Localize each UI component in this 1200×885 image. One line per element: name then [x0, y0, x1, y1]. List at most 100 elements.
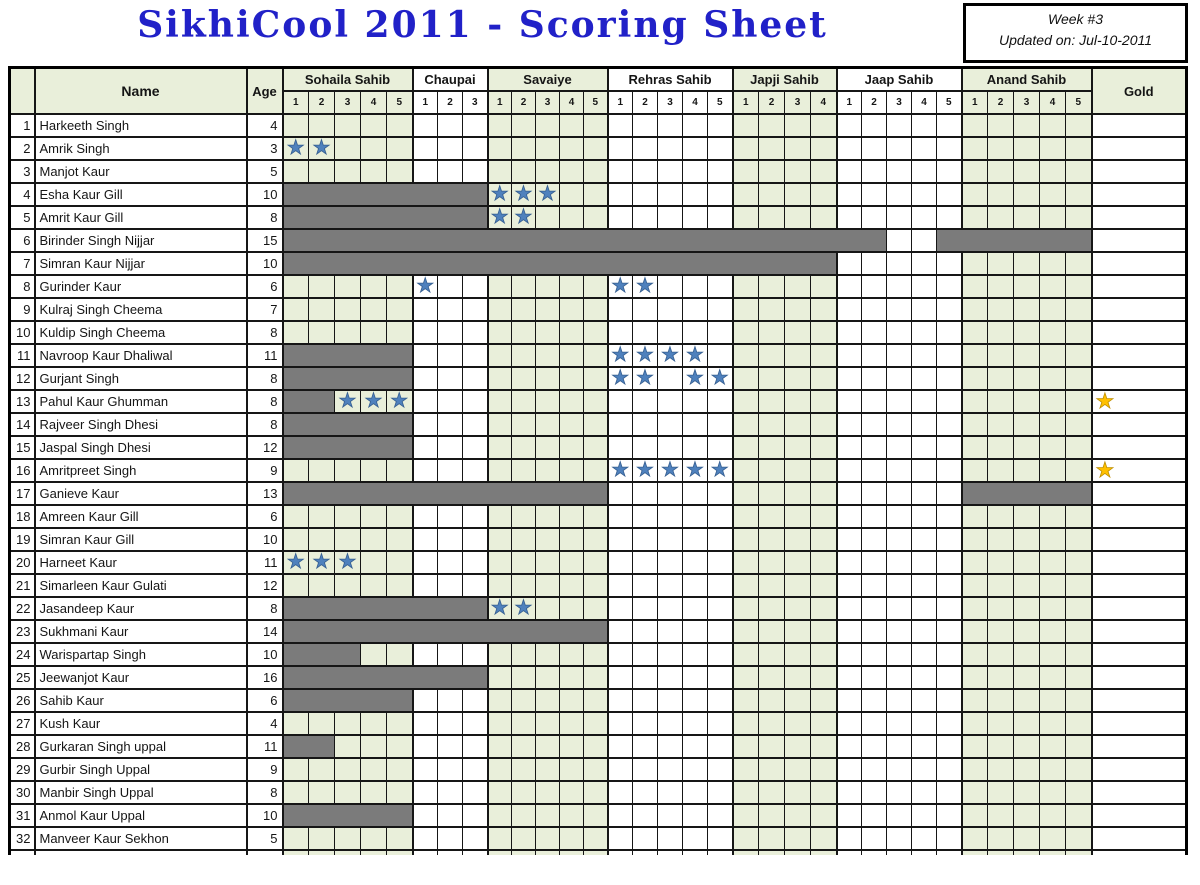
score-cell — [281, 734, 309, 759]
score-cell — [861, 573, 887, 598]
score-cell — [987, 780, 1014, 805]
score-cell — [936, 205, 962, 230]
score-cell — [731, 458, 759, 483]
age-cell: 10 — [245, 642, 283, 667]
score-cell — [632, 688, 658, 713]
score-cell — [758, 366, 785, 391]
score-cell — [657, 780, 683, 805]
score-cell — [511, 734, 536, 759]
row-number-cell: 25 — [9, 665, 35, 690]
score-cell — [707, 159, 733, 184]
score-cell — [758, 435, 785, 460]
score-cell — [486, 780, 512, 805]
score-cell — [486, 642, 512, 667]
score-cell — [810, 849, 837, 855]
score-cell — [486, 435, 512, 460]
score-cell — [886, 159, 912, 184]
score-cell — [559, 205, 584, 230]
score-cell — [583, 182, 608, 207]
score-cell — [1065, 803, 1092, 828]
score-cell — [559, 343, 584, 368]
score-cell — [308, 182, 335, 207]
score-cell — [861, 251, 887, 276]
score-cell — [559, 573, 584, 598]
score-cell — [606, 297, 633, 322]
score-cell — [583, 274, 608, 299]
row-number-cell: 14 — [9, 412, 35, 437]
score-cell — [1013, 619, 1040, 644]
score-cell — [486, 343, 512, 368]
score-cell — [281, 297, 309, 322]
score-cell — [960, 849, 988, 855]
score-cell — [281, 573, 309, 598]
score-cell — [758, 757, 785, 782]
score-cell — [386, 619, 413, 644]
score-cell: ★ — [606, 458, 633, 483]
student-name-cell: Simran Kaur Nijjar — [33, 251, 247, 276]
score-cell — [987, 343, 1014, 368]
score-cell — [535, 665, 560, 690]
score-cell — [657, 619, 683, 644]
score-cell — [360, 780, 387, 805]
score-cell — [411, 366, 438, 391]
session-number-header: 4 — [682, 90, 708, 115]
score-cell — [657, 182, 683, 207]
table-row: 31 Anmol Kaur Uppal 10 — [9, 803, 1187, 828]
session-number-header: 2 — [758, 90, 785, 115]
score-cell — [559, 734, 584, 759]
score-cell — [835, 757, 862, 782]
score-cell — [486, 251, 512, 276]
score-cell — [1039, 458, 1066, 483]
score-cell — [657, 412, 683, 437]
score-cell — [810, 458, 837, 483]
score-cell — [281, 228, 309, 253]
score-cell — [583, 458, 608, 483]
score-cell — [281, 435, 309, 460]
blue-star-icon: ★ — [416, 275, 435, 297]
score-cell — [1065, 642, 1092, 667]
score-cell — [810, 550, 837, 575]
score-cell — [657, 435, 683, 460]
score-cell — [784, 803, 811, 828]
score-cell — [657, 734, 683, 759]
score-cell — [386, 688, 413, 713]
table-row: 30 Manbir Singh Uppal 8 — [9, 780, 1187, 805]
student-name-cell: Kuldip Singh Cheema — [33, 320, 247, 345]
score-cell — [281, 320, 309, 345]
score-cell — [810, 803, 837, 828]
score-cell — [411, 113, 438, 138]
session-number-header: 2 — [987, 90, 1014, 115]
score-cell — [511, 159, 536, 184]
score-cell — [486, 527, 512, 552]
score-cell — [535, 113, 560, 138]
score-cell — [835, 136, 862, 161]
score-cell — [960, 136, 988, 161]
score-cell: ★ — [707, 366, 733, 391]
score-cell — [462, 504, 488, 529]
score-cell — [861, 780, 887, 805]
score-cell — [535, 734, 560, 759]
score-cell — [1013, 711, 1040, 736]
score-cell — [861, 596, 887, 621]
score-cell — [360, 274, 387, 299]
score-cell — [911, 297, 937, 322]
row-number-cell: 12 — [9, 366, 35, 391]
score-cell — [1065, 228, 1092, 253]
score-cell — [810, 596, 837, 621]
blue-star-icon: ★ — [636, 275, 655, 297]
age-cell: 10 — [245, 803, 283, 828]
score-cell — [1039, 665, 1066, 690]
score-cell — [386, 734, 413, 759]
score-cell: ★ — [632, 366, 658, 391]
table-row: 12 Gurjant Singh 8 ★ ★ ★ ★ — [9, 366, 1187, 391]
score-cell — [1013, 550, 1040, 575]
score-cell — [583, 642, 608, 667]
score-cell — [960, 481, 988, 506]
score-cell — [911, 251, 937, 276]
score-cell — [758, 205, 785, 230]
score-cell — [936, 435, 962, 460]
session-number-header: 2 — [511, 90, 536, 115]
student-name-cell: Rajveer Singh Dhesi — [33, 412, 247, 437]
score-cell — [360, 596, 387, 621]
score-cell — [960, 366, 988, 391]
